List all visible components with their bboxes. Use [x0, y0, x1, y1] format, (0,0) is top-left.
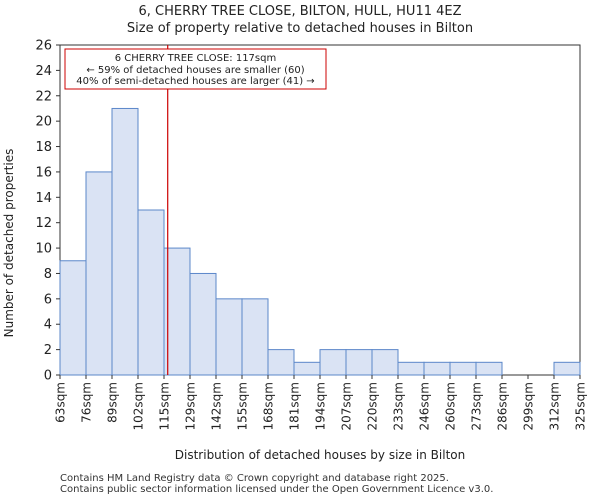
bar-312sqm [553, 361, 581, 376]
x-tick-label: 155sqm [236, 382, 250, 430]
bar-129sqm [189, 272, 217, 376]
bar-89sqm [111, 107, 139, 376]
y-tick-label: 4 [44, 318, 52, 333]
chart-title: 6, CHERRY TREE CLOSE, BILTON, HULL, HU11… [138, 4, 461, 19]
x-tick-label: 89sqm [106, 382, 120, 423]
y-tick-label: 14 [35, 191, 52, 206]
bar-220sqm [371, 349, 399, 376]
y-tick-label: 2 [44, 343, 52, 358]
x-tick-label: 312sqm [548, 382, 562, 430]
bars-group [59, 107, 581, 376]
annotation-line-2: ← 59% of detached houses are smaller (60… [86, 65, 304, 76]
x-tick-label: 102sqm [132, 382, 146, 430]
y-tick-label: 18 [35, 140, 52, 155]
x-tick-label: 168sqm [262, 382, 276, 430]
x-tick-label: 63sqm [54, 382, 68, 423]
y-tick-label: 6 [44, 292, 52, 307]
marker-group: 6 CHERRY TREE CLOSE: 117sqm← 59% of deta… [64, 45, 327, 375]
y-axis-label: Number of detached properties [2, 149, 16, 338]
y-tick-label: 26 [35, 39, 52, 54]
x-tick-label: 325sqm [574, 382, 588, 430]
bar-142sqm [215, 298, 243, 376]
bar-181sqm [293, 361, 321, 376]
x-tick-label: 115sqm [158, 382, 172, 430]
y-tick-label: 16 [35, 165, 52, 180]
x-tick-label: 299sqm [522, 382, 536, 430]
x-tick-label: 142sqm [210, 382, 224, 430]
bar-207sqm [345, 349, 373, 376]
annotation-line-3: 40% of semi-detached houses are larger (… [76, 76, 314, 87]
y-tick-label: 20 [35, 115, 52, 130]
chart-subtitle: Size of property relative to detached ho… [127, 21, 473, 36]
y-tick-label: 8 [44, 267, 52, 282]
x-tick-label: 260sqm [444, 382, 458, 430]
histogram-chart: 6, CHERRY TREE CLOSE, BILTON, HULL, HU11… [2, 4, 588, 462]
annotation-box [64, 48, 327, 90]
footer-line-1: Contains HM Land Registry data © Crown c… [60, 473, 449, 484]
x-tick-label: 233sqm [392, 382, 406, 430]
bar-102sqm [137, 209, 165, 376]
x-tick-label: 246sqm [418, 382, 432, 430]
bar-246sqm [423, 361, 451, 376]
x-tick-label: 207sqm [340, 382, 354, 430]
bar-233sqm [397, 361, 425, 376]
x-tick-label: 220sqm [366, 382, 380, 430]
y-tick-label: 12 [35, 216, 52, 231]
y-tick-label: 0 [44, 369, 52, 384]
y-tick-label: 24 [35, 64, 52, 79]
bar-194sqm [319, 349, 347, 376]
bar-260sqm [449, 361, 477, 376]
x-tick-label: 129sqm [184, 382, 198, 430]
y-tick-label: 22 [35, 89, 52, 104]
bar-115sqm [163, 247, 191, 376]
bar-168sqm [267, 349, 295, 376]
x-tick-label: 286sqm [496, 382, 510, 430]
annotation-line-1: 6 CHERRY TREE CLOSE: 117sqm [115, 53, 276, 64]
bar-76sqm [85, 171, 113, 376]
x-tick-label: 181sqm [288, 382, 302, 430]
footer-line-2: Contains public sector information licen… [60, 484, 494, 495]
x-tick-label: 76sqm [80, 382, 94, 423]
y-tick-label: 10 [35, 242, 52, 257]
bar-155sqm [241, 298, 269, 376]
footer: Contains HM Land Registry data © Crown c… [60, 473, 493, 495]
x-axis-label: Distribution of detached houses by size … [175, 448, 465, 462]
x-tick-label: 273sqm [470, 382, 484, 430]
bar-273sqm [475, 361, 503, 376]
bar-63sqm [59, 260, 87, 376]
x-tick-label: 194sqm [314, 382, 328, 430]
x-ticks-group: 63sqm 76sqm 89sqm 102sqm 115sqm 129sqm 142sqm 1… [54, 375, 588, 430]
